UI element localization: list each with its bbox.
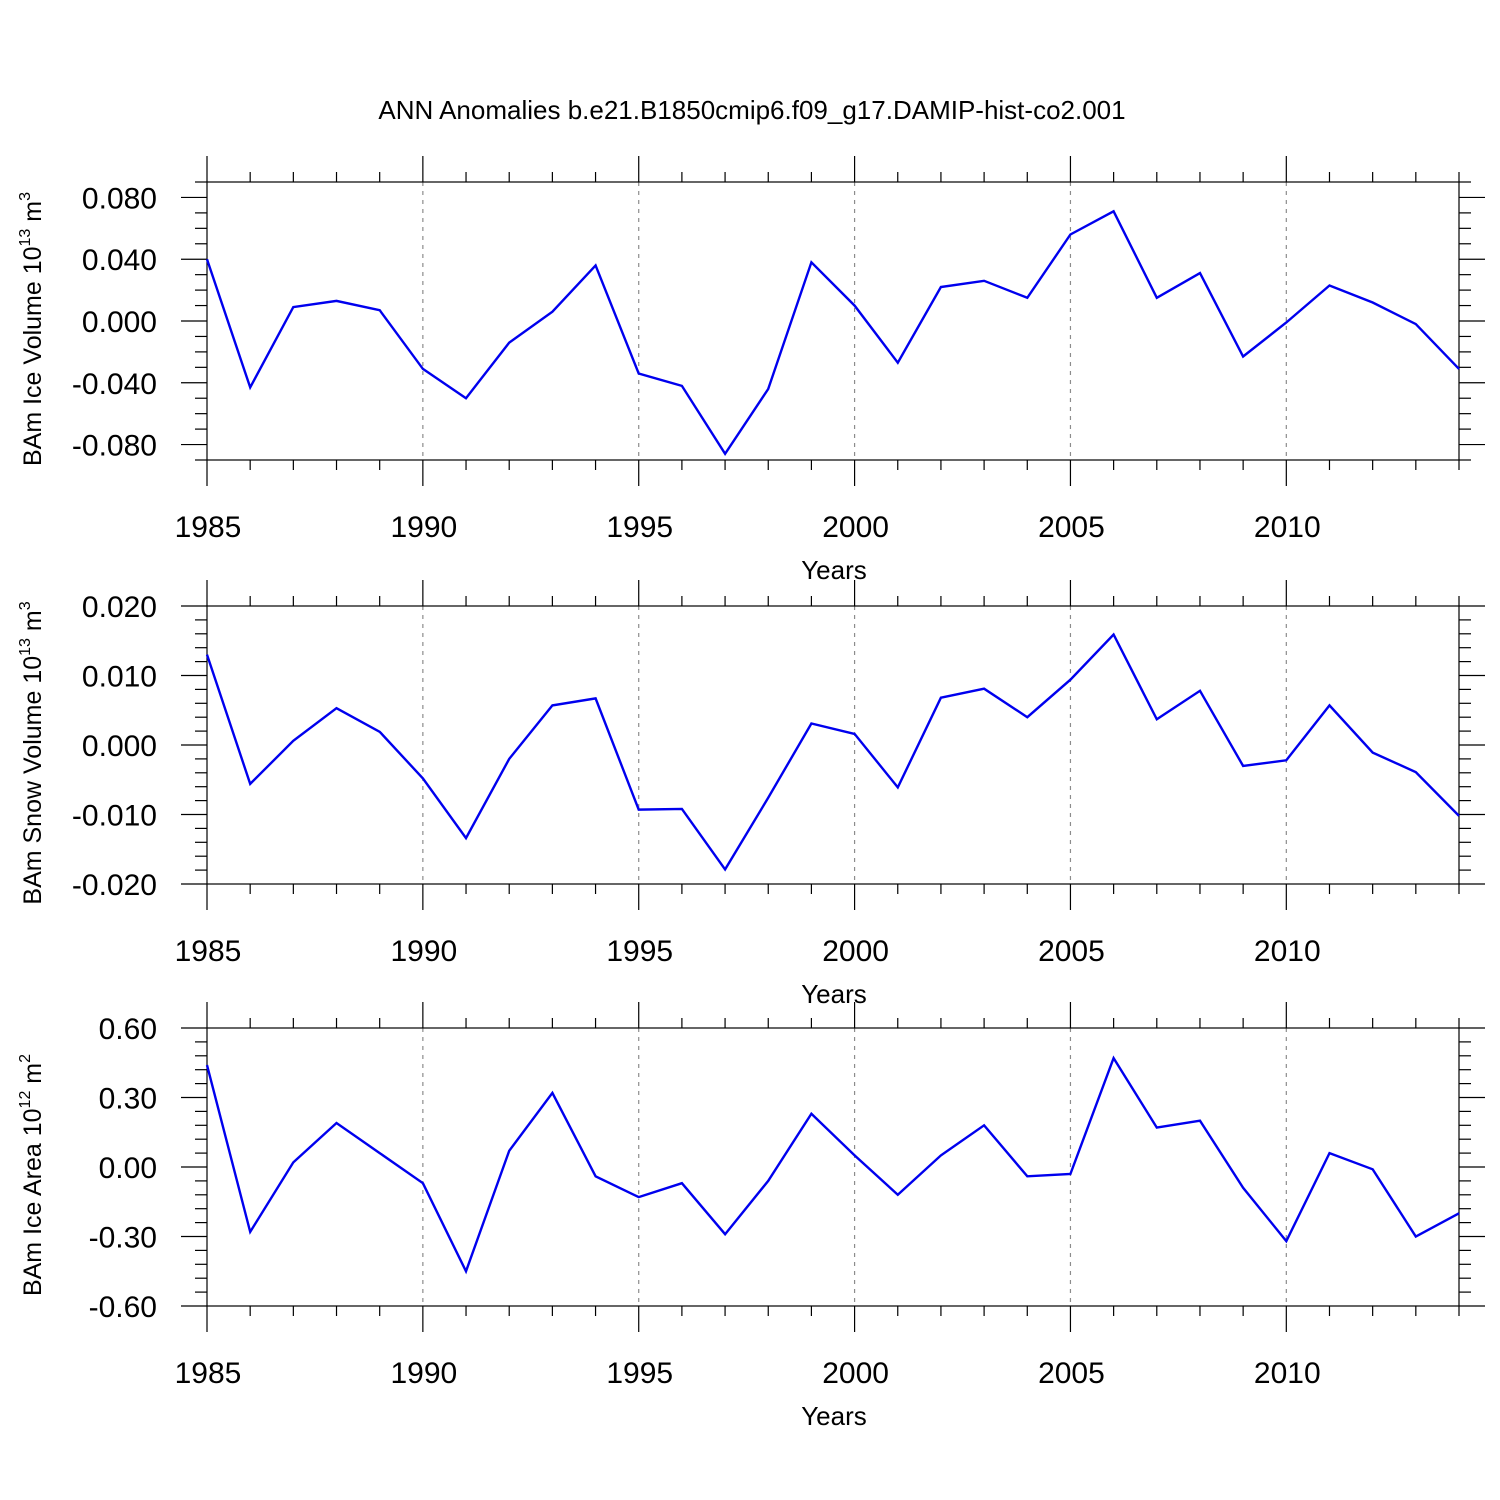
x-tick-label: 2010 [1254, 1357, 1321, 1390]
panel-1: -0.080 -0.040 0.000 0.040 0.080 1985 1990 1995 2… [17, 156, 1485, 585]
y-tick-label: 0.000 [82, 306, 157, 339]
figure-title: ANN Anomalies b.e21.B1850cmip6.f09_g17.D… [378, 95, 1125, 125]
y-tick-label: -0.30 [89, 1222, 157, 1255]
y-tick-label: -0.080 [72, 430, 157, 463]
x-axis-label: Years [801, 979, 867, 1009]
x-tick-label: 2010 [1254, 511, 1321, 544]
panels: -0.080 -0.040 0.000 0.040 0.080 1985 1990 1995 2… [17, 156, 1485, 1431]
x-tick-label: 1995 [606, 511, 673, 544]
y-tick-label: 0.020 [82, 591, 157, 624]
x-tick-label: 1995 [606, 935, 673, 968]
x-axis-label: Years [801, 555, 867, 585]
x-tick-label: 1990 [390, 511, 457, 544]
x-tick-label: 1995 [606, 1357, 673, 1390]
x-tick-label: 2000 [822, 1357, 889, 1390]
y-tick-label: 0.010 [82, 661, 157, 694]
y-tick-label: -0.010 [72, 800, 157, 833]
panel-2: -0.020 -0.010 0.000 0.010 0.020 1985 1990 1995 2… [17, 580, 1485, 1009]
y-axis-label: BAm Ice Area 1012 m2 [17, 1054, 47, 1296]
x-tick-label: 1990 [390, 935, 457, 968]
x-tick-label: 2005 [1038, 935, 1105, 968]
y-tick-label: -0.040 [72, 368, 157, 401]
y-tick-label: 0.000 [82, 730, 157, 763]
x-tick-label: 2000 [822, 511, 889, 544]
x-tick-label: 2000 [822, 935, 889, 968]
series-line [205, 209, 1460, 457]
panel-3: -0.60 -0.30 0.00 0.30 0.60 1985 1990 1995 2000 20… [17, 1002, 1485, 1431]
series-line [205, 1055, 1460, 1275]
x-axis-label: Years [801, 1401, 867, 1431]
x-tick-label: 2005 [1038, 1357, 1105, 1390]
y-tick-label: 0.60 [99, 1013, 157, 1046]
x-tick-label: 1985 [175, 935, 242, 968]
y-axis-label: BAm Ice Volume 1013 m3 [17, 192, 47, 466]
x-tick-label: 2005 [1038, 511, 1105, 544]
y-tick-label: -0.020 [72, 869, 157, 902]
y-axis-label: BAm Snow Volume 1013 m3 [17, 601, 47, 904]
series-line [205, 632, 1460, 872]
y-tick-label: 0.30 [99, 1083, 157, 1116]
y-tick-label: 0.080 [82, 182, 157, 215]
y-tick-label: 0.00 [99, 1152, 157, 1185]
x-tick-label: 1985 [175, 511, 242, 544]
x-tick-label: 1985 [175, 1357, 242, 1390]
y-tick-label: 0.040 [82, 244, 157, 277]
x-tick-label: 2010 [1254, 935, 1321, 968]
y-tick-label: -0.60 [89, 1291, 157, 1324]
x-tick-label: 1990 [390, 1357, 457, 1390]
